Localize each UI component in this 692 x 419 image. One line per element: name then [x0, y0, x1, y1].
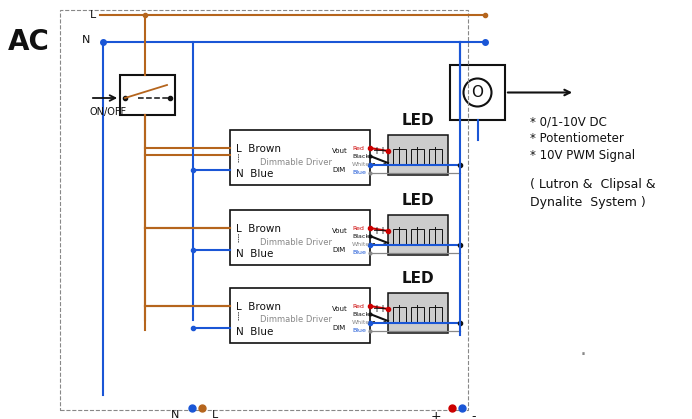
- Text: Vout: Vout: [332, 148, 348, 154]
- Text: N: N: [82, 35, 91, 45]
- Text: Dimmable Driver: Dimmable Driver: [260, 158, 332, 166]
- Text: -: -: [383, 316, 386, 326]
- Text: Black: Black: [352, 312, 369, 317]
- Bar: [230, 210, 370, 265]
- Text: -: -: [372, 238, 376, 248]
- Text: -: -: [372, 158, 376, 168]
- Text: O: O: [471, 85, 484, 100]
- Text: ┊: ┊: [236, 234, 241, 243]
- Text: +: +: [372, 226, 380, 236]
- Text: * 10V PWM Signal: * 10V PWM Signal: [530, 149, 635, 162]
- Bar: [393, 307, 406, 323]
- Text: Black: Black: [352, 154, 369, 159]
- Bar: [411, 307, 424, 323]
- Text: Blue: Blue: [352, 250, 366, 255]
- Bar: [411, 149, 424, 165]
- Text: Red: Red: [352, 226, 364, 231]
- Bar: [429, 307, 442, 323]
- Text: * 0/1-10V DC: * 0/1-10V DC: [530, 115, 607, 128]
- Text: L  Brown: L Brown: [236, 144, 281, 154]
- Bar: [393, 149, 406, 165]
- Text: +: +: [372, 146, 380, 156]
- Text: -: -: [372, 316, 376, 326]
- Text: White: White: [352, 242, 370, 247]
- Text: N  Blue: N Blue: [236, 327, 273, 337]
- Text: Dimmable Driver: Dimmable Driver: [260, 316, 332, 324]
- Bar: [230, 288, 370, 343]
- Text: ┊: ┊: [236, 312, 241, 321]
- Bar: [388, 135, 448, 175]
- Text: -: -: [383, 238, 386, 248]
- Bar: [60, 10, 468, 410]
- Text: N  Blue: N Blue: [236, 169, 273, 179]
- Text: -: -: [383, 158, 386, 168]
- Text: N  Blue: N Blue: [236, 249, 273, 259]
- Text: Blue: Blue: [352, 170, 366, 175]
- Text: * Potentiometer: * Potentiometer: [530, 132, 624, 145]
- Text: DIM: DIM: [332, 167, 345, 173]
- Text: ( Lutron &  Clipsal &: ( Lutron & Clipsal &: [530, 178, 655, 191]
- Text: Dynalite  System ): Dynalite System ): [530, 196, 646, 209]
- Text: ON/OFF: ON/OFF: [90, 107, 127, 117]
- Text: +: +: [378, 304, 386, 314]
- Text: White: White: [352, 162, 370, 167]
- Text: DIM: DIM: [332, 247, 345, 253]
- Text: Black: Black: [352, 234, 369, 239]
- Text: +: +: [430, 410, 441, 419]
- Text: .: .: [580, 339, 587, 359]
- Text: +: +: [378, 146, 386, 156]
- Text: Dimmable Driver: Dimmable Driver: [260, 238, 332, 246]
- Text: +: +: [372, 304, 380, 314]
- Text: LED: LED: [401, 271, 435, 286]
- Text: N: N: [171, 410, 179, 419]
- Bar: [230, 130, 370, 185]
- Bar: [450, 65, 505, 120]
- Bar: [388, 293, 448, 333]
- Text: Red: Red: [352, 304, 364, 309]
- Bar: [411, 229, 424, 245]
- Bar: [429, 229, 442, 245]
- Bar: [393, 229, 406, 245]
- Text: +: +: [378, 226, 386, 236]
- Text: L: L: [90, 10, 96, 20]
- Text: L: L: [212, 410, 218, 419]
- Text: LED: LED: [401, 113, 435, 128]
- Text: ┊: ┊: [236, 154, 241, 163]
- Bar: [120, 75, 175, 115]
- Bar: [429, 149, 442, 165]
- Text: Vout: Vout: [332, 228, 348, 234]
- Text: L  Brown: L Brown: [236, 302, 281, 312]
- Text: -: -: [472, 410, 476, 419]
- Text: White: White: [352, 320, 370, 325]
- Text: LED: LED: [401, 193, 435, 208]
- Text: Vout: Vout: [332, 306, 348, 312]
- Text: L  Brown: L Brown: [236, 224, 281, 234]
- Text: Red: Red: [352, 146, 364, 151]
- Text: AC: AC: [8, 28, 50, 56]
- Text: DIM: DIM: [332, 325, 345, 331]
- Text: Blue: Blue: [352, 328, 366, 333]
- Bar: [388, 215, 448, 255]
